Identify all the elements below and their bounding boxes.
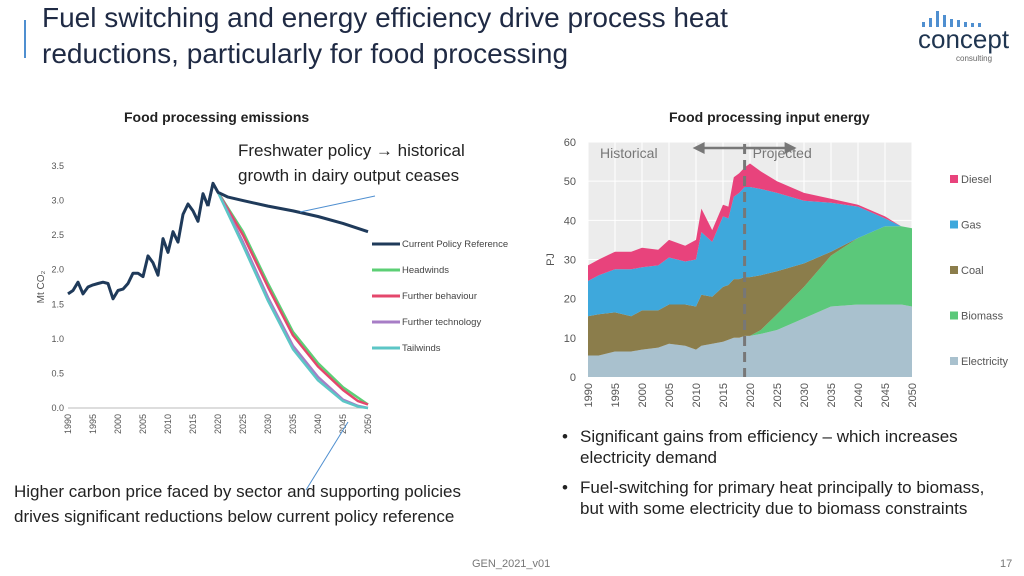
y-tick-label: 50 <box>564 176 576 188</box>
freshwater-pointer-line <box>299 195 376 213</box>
freshwater-callout-line-1: Freshwater policy → historical <box>238 141 465 160</box>
legend-label: Diesel <box>961 174 992 186</box>
historical-label: Historical <box>600 145 658 161</box>
legend-label: Coal <box>961 265 984 277</box>
series-line-historical <box>67 192 210 301</box>
slide-title: Fuel switching and energy efficiency dri… <box>42 0 862 72</box>
bullet-dot-icon: • <box>562 427 568 446</box>
y-tick-label: 3.5 <box>51 161 64 171</box>
x-tick-label: 2030 <box>263 414 273 434</box>
projected-label: Projected <box>753 145 812 161</box>
legend-swatch <box>950 175 958 183</box>
x-tick-label: 2045 <box>880 383 892 407</box>
y-tick-label: 60 <box>564 137 576 149</box>
bullet-dot-icon: • <box>562 478 568 497</box>
x-tick-label: 2000 <box>637 383 649 407</box>
y-tick-label: 1.0 <box>51 334 64 344</box>
x-tick-label: 2035 <box>826 383 838 407</box>
key-point-2: • Fuel-switching for primary heat princi… <box>562 477 992 519</box>
x-tick-label: 2030 <box>799 383 811 407</box>
y-axis-label: PJ <box>545 253 557 266</box>
x-tick-label: 2035 <box>288 414 298 434</box>
x-tick-label: 2005 <box>138 414 148 434</box>
y-tick-label: 0.5 <box>51 368 64 378</box>
legend-label: Current Policy Reference <box>402 239 508 250</box>
x-tick-label: 2050 <box>907 383 919 407</box>
y-tick-label: 40 <box>564 215 576 227</box>
legend-swatch <box>950 357 958 365</box>
carbon-price-callout-line-2: drives significant reductions below curr… <box>14 507 455 526</box>
concept-logo: concept consulting <box>912 8 1009 63</box>
x-tick-label: 1990 <box>63 414 73 434</box>
arrow-left-icon <box>692 142 705 154</box>
legend-label: Gas <box>961 220 982 232</box>
x-tick-label: 2040 <box>313 414 323 434</box>
x-tick-label: 2045 <box>338 414 348 434</box>
logo-subtitle: consulting <box>956 54 993 63</box>
legend-label: Further behaviour <box>402 291 477 302</box>
legend-label: Tailwinds <box>402 343 441 354</box>
y-tick-label: 1.5 <box>51 299 64 309</box>
x-tick-label: 1995 <box>88 414 98 434</box>
x-tick-label: 2010 <box>691 383 703 407</box>
y-tick-label: 0.0 <box>51 403 64 413</box>
title-accent-bar <box>24 20 26 58</box>
x-tick-label: 2000 <box>113 414 123 434</box>
y-tick-label: 10 <box>564 333 576 345</box>
legend-swatch <box>950 220 958 229</box>
left-chart-heading: Food processing emissions <box>124 109 310 125</box>
x-tick-label: 2025 <box>238 414 248 434</box>
freshwater-callout-line-2: growth in dairy output ceases <box>238 166 460 185</box>
key-point-1-text: Significant gains from efficiency – whic… <box>580 427 958 467</box>
y-tick-label: 2.5 <box>51 230 64 240</box>
x-tick-label: 1995 <box>610 383 622 407</box>
legend-label: Electricity <box>961 356 1009 368</box>
y-tick-label: 2.0 <box>51 265 64 275</box>
right-chart-heading: Food processing input energy <box>669 109 870 125</box>
key-point-1: • Significant gains from efficiency – wh… <box>562 426 992 468</box>
series-line-current-policy-reference <box>206 181 369 234</box>
freshwater-callout: Freshwater policy → historical growth in… <box>238 138 465 188</box>
key-point-2-text: Fuel-switching for primary heat principa… <box>580 478 985 518</box>
arrow-right-icon <box>784 142 797 154</box>
x-tick-label: 2010 <box>163 414 173 434</box>
carbon-price-callout: Higher carbon price faced by sector and … <box>14 479 461 529</box>
area-biomass <box>588 226 912 356</box>
area-diesel <box>588 163 912 281</box>
y-tick-label: 0 <box>570 372 576 384</box>
series-line-further-behaviour <box>206 182 369 406</box>
x-tick-label: 2050 <box>363 414 373 434</box>
area-coal <box>588 226 912 356</box>
footer-code: GEN_2021_v01 <box>472 558 551 570</box>
y-tick-label: 30 <box>564 255 576 267</box>
area-electricity <box>588 304 912 377</box>
y-tick-label: 20 <box>564 294 576 306</box>
legend-label: Headwinds <box>402 265 449 276</box>
legend-label: Further technology <box>402 317 481 328</box>
legend-swatch <box>950 266 958 274</box>
legend-swatch <box>950 311 958 320</box>
y-axis-label: Mt CO₂ <box>36 271 47 304</box>
logo-bars-icon <box>922 11 981 27</box>
x-tick-label: 2020 <box>745 383 757 407</box>
x-tick-label: 2005 <box>664 383 676 407</box>
x-tick-label: 1990 <box>583 383 595 407</box>
x-tick-label: 2025 <box>772 383 784 407</box>
x-tick-label: 2040 <box>853 383 865 407</box>
legend-label: Biomass <box>961 311 1004 323</box>
slide-title-line-2: reductions, particularly for food proces… <box>42 38 569 69</box>
logo-word: concept <box>918 24 1010 54</box>
slide-title-line-1: Fuel switching and energy efficiency dri… <box>42 2 728 33</box>
x-tick-label: 2015 <box>718 383 730 407</box>
page-number: 17 <box>1000 558 1013 570</box>
carbon-pointer-line <box>305 421 349 491</box>
area-gas <box>588 187 912 317</box>
carbon-price-callout-line-1: Higher carbon price faced by sector and … <box>14 482 461 501</box>
x-tick-label: 2020 <box>213 414 223 434</box>
key-points-list: • Significant gains from efficiency – wh… <box>562 426 992 528</box>
x-tick-label: 2015 <box>188 414 198 434</box>
emissions-chart: 0.0 0.5 1.0 1.5 2.0 2.5 3.0 3.5 1990 1995 2000 2005… <box>36 161 508 491</box>
y-tick-label: 3.0 <box>51 196 64 206</box>
